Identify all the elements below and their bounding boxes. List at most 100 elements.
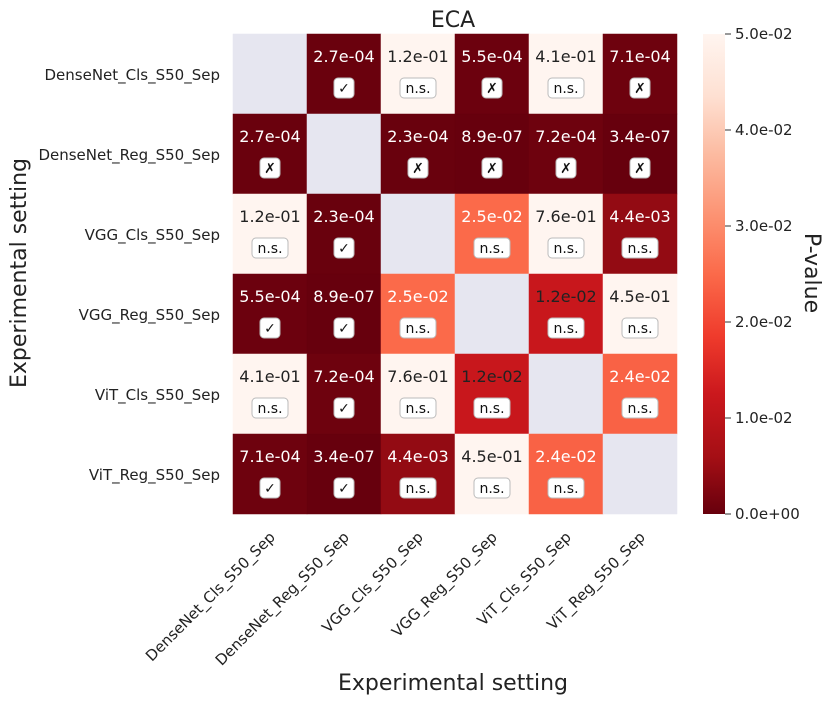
significance-marker: ✓ — [338, 81, 350, 97]
significance-badge — [473, 477, 511, 499]
heatmap-cell — [380, 193, 456, 275]
cell-value-label: 2.3e-04 — [313, 207, 374, 226]
cell-value-label: 8.9e-07 — [313, 287, 374, 306]
heatmap-cell — [528, 33, 604, 115]
cell-value-label: 7.1e-04 — [239, 447, 300, 466]
heatmap-cell — [454, 113, 530, 195]
cell-value-label: 4.4e-03 — [387, 447, 448, 466]
significance-badge — [251, 397, 289, 419]
heatmap-cell — [380, 273, 456, 355]
significance-marker: n.s. — [627, 401, 652, 417]
significance-badge — [399, 317, 437, 339]
significance-marker: ✗ — [486, 161, 498, 177]
significance-marker: ✗ — [560, 161, 572, 177]
col-tick-label: DenseNet_Reg_S50_Sep — [212, 528, 354, 670]
significance-marker: n.s. — [553, 481, 578, 497]
significance-marker: n.s. — [479, 241, 504, 257]
colorbar — [703, 34, 725, 514]
cell-value-label: 5.5e-04 — [461, 47, 522, 66]
significance-badge — [621, 397, 659, 419]
significance-marker: n.s. — [257, 401, 282, 417]
significance-badge — [547, 77, 585, 99]
cell-value-label: 7.6e-01 — [535, 207, 596, 226]
significance-marker: n.s. — [405, 321, 430, 337]
heatmap-cell — [306, 433, 382, 515]
cell-value-label: 1.2e-01 — [387, 47, 448, 66]
heatmap-cell — [602, 33, 678, 115]
row-tick-label: ViT_Reg_S50_Sep — [89, 466, 220, 485]
row-tick-label: VGG_Cls_S50_Sep — [85, 226, 220, 245]
cell-value-label: 1.2e-02 — [461, 367, 522, 386]
significance-marker: n.s. — [405, 481, 430, 497]
significance-marker: n.s. — [627, 241, 652, 257]
significance-marker: ✓ — [338, 241, 350, 257]
significance-badge — [621, 317, 659, 339]
cell-value-label: 2.5e-02 — [387, 287, 448, 306]
heatmap-cell — [454, 193, 530, 275]
significance-marker: n.s. — [553, 81, 578, 97]
significance-badge — [399, 397, 437, 419]
significance-badge — [547, 317, 585, 339]
significance-marker: n.s. — [479, 401, 504, 417]
significance-badge — [547, 237, 585, 259]
colorbar-tick-label: 0.0e+00 — [735, 505, 800, 523]
significance-badge — [399, 477, 437, 499]
heatmap-cell — [602, 193, 678, 275]
colorbar-tick-label: 3.0e-02 — [735, 217, 793, 235]
significance-badge — [481, 157, 503, 179]
cell-value-label: 2.4e-02 — [535, 447, 596, 466]
cell-value-label: 7.6e-01 — [387, 367, 448, 386]
significance-badge — [333, 397, 355, 419]
significance-badge — [333, 477, 355, 499]
heatmap-cell — [602, 353, 678, 435]
heatmap-cell — [232, 33, 308, 115]
heatmap-cells: 2.7e-04 ✓ 1.2e-01 n.s. 5.5e-04 ✗ 4.1e-01 n.s. 7.… — [232, 33, 678, 515]
col-tick-label: DenseNet_Cls_S50_Sep — [142, 528, 280, 666]
heatmap-cell — [454, 353, 530, 435]
significance-badge — [259, 157, 281, 179]
y-axis-label: Experimental setting — [7, 158, 32, 388]
significance-marker: ✗ — [412, 161, 424, 177]
heatmap-cell — [232, 353, 308, 435]
significance-marker: n.s. — [553, 241, 578, 257]
heatmap-cell — [232, 273, 308, 355]
cell-value-label: 2.3e-04 — [387, 127, 448, 146]
significance-badge — [259, 317, 281, 339]
heatmap-cell — [380, 433, 456, 515]
significance-marker: ✓ — [264, 321, 276, 337]
heatmap-cell — [528, 353, 604, 435]
row-labels: DenseNet_Cls_S50_Sep DenseNet_Reg_S50_Sep… — [38, 66, 220, 485]
heatmap-cell — [232, 433, 308, 515]
heatmap-cell — [528, 193, 604, 275]
col-labels: DenseNet_Cls_S50_SepDenseNet_Reg_S50_Sep… — [142, 528, 650, 670]
significance-marker: ✗ — [634, 81, 646, 97]
cell-value-label: 3.4e-07 — [313, 447, 374, 466]
significance-badge — [473, 397, 511, 419]
heatmap-cell — [602, 273, 678, 355]
cell-value-label: 2.5e-02 — [461, 207, 522, 226]
heatmap-cell — [454, 433, 530, 515]
heatmap-cell — [306, 113, 382, 195]
significance-marker: n.s. — [405, 401, 430, 417]
significance-badge — [621, 237, 659, 259]
row-tick-label: ViT_Cls_S50_Sep — [95, 386, 220, 405]
significance-badge — [407, 157, 429, 179]
cell-value-label: 2.7e-04 — [313, 47, 374, 66]
cell-value-label: 5.5e-04 — [239, 287, 300, 306]
cell-value-label: 1.2e-01 — [239, 207, 300, 226]
cell-value-label: 8.9e-07 — [461, 127, 522, 146]
heatmap-cell — [380, 353, 456, 435]
significance-marker: ✓ — [338, 481, 350, 497]
heatmap-cell — [602, 113, 678, 195]
colorbar-tick-label: 5.0e-02 — [735, 25, 793, 43]
cell-value-label: 2.7e-04 — [239, 127, 300, 146]
significance-marker: ✓ — [338, 321, 350, 337]
significance-badge — [259, 477, 281, 499]
significance-marker: n.s. — [257, 241, 282, 257]
cell-value-label: 7.2e-04 — [535, 127, 596, 146]
heatmap-cell — [232, 113, 308, 195]
heatmap-cell — [380, 33, 456, 115]
significance-badge — [399, 77, 437, 99]
